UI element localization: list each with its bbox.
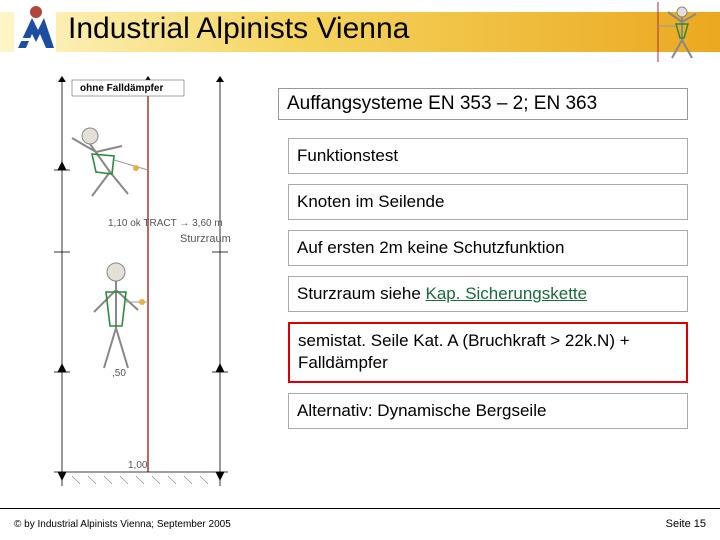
subtitle: Auffangsysteme EN 353 – 2; EN 363 (278, 88, 688, 120)
main-content: ohne Falldämpfer 1,10 ok TRACT → 3,60 m … (0, 64, 720, 500)
header: Industrial Alpinists Vienna (0, 0, 720, 64)
diagram: ohne Falldämpfer 1,10 ok TRACT → 3,60 m … (32, 76, 262, 496)
bullet-item: Sturzraum siehe Kap. Sicherungskette (288, 276, 688, 312)
bullet-item: Funktionstest (288, 138, 688, 174)
figure-standing (94, 263, 148, 368)
bullet-text: Sturzraum siehe (297, 284, 426, 303)
svg-text:1,10 ok TRACT → 3,60 m: 1,10 ok TRACT → 3,60 m (108, 218, 223, 229)
bullet-item: Auf ersten 2m keine Schutzfunktion (288, 230, 688, 266)
diagram-heading: ohne Falldämpfer (80, 83, 163, 94)
footer-page: Seite 15 (666, 518, 706, 530)
svg-text:1,00: 1,00 (128, 460, 148, 471)
link-sicherungskette[interactable]: Kap. Sicherungskette (426, 284, 588, 303)
bullet-item: Alternativ: Dynamische Bergseile (288, 393, 688, 429)
climber-illustration (654, 0, 706, 64)
footer-divider (0, 508, 720, 509)
svg-text:Sturzraum: Sturzraum (180, 233, 231, 245)
bullet-item: Knoten im Seilende (288, 184, 688, 220)
figure-falling (72, 128, 148, 196)
bullet-item-highlight: semistat. Seile Kat. A (Bruchkraft > 22k… (288, 322, 688, 382)
content-column: Auffangsysteme EN 353 – 2; EN 363 Funkti… (278, 88, 696, 439)
svg-text:,50: ,50 (112, 368, 126, 379)
page-title: Industrial Alpinists Vienna (68, 12, 409, 46)
footer-page-prefix: Seite (666, 518, 694, 530)
logo (14, 4, 56, 52)
footer: © by Industrial Alpinists Vienna; Septem… (0, 512, 720, 532)
footer-copyright: © by Industrial Alpinists Vienna; Septem… (14, 519, 231, 530)
footer-page-number: 15 (694, 518, 706, 530)
